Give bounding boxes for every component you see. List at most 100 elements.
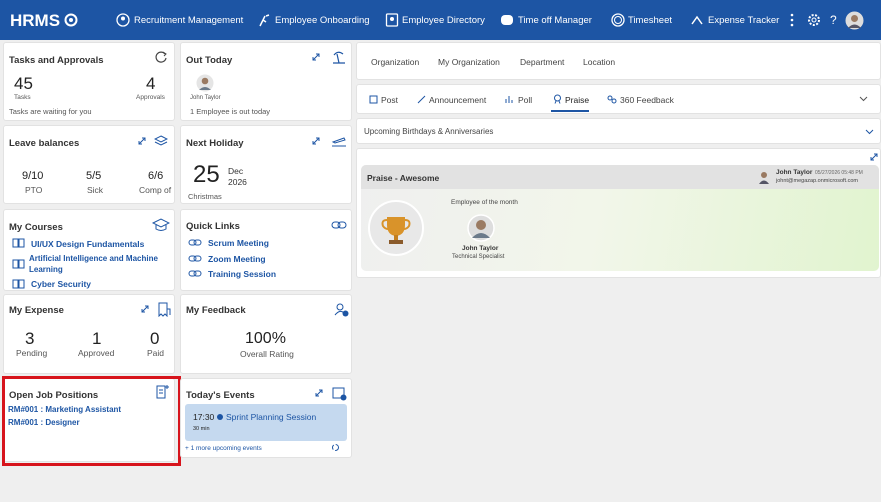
refresh-icon[interactable] <box>331 443 340 452</box>
rating-value: 100% <box>245 330 286 347</box>
card-title: Tasks and Approvals <box>9 55 104 66</box>
expand-chevron[interactable] <box>865 129 874 135</box>
jobs-card[interactable] <box>3 378 175 462</box>
receipt-icon <box>158 302 171 317</box>
links-card[interactable]: Quick Links Scrum Meeting Zoom Meeting T… <box>180 209 352 291</box>
post-tab-active[interactable]: Praise <box>565 95 590 105</box>
org-tab[interactable]: My Organization <box>438 57 500 67</box>
nav-item[interactable]: Time off Manager <box>518 15 592 26</box>
tab-icon <box>505 96 513 103</box>
card-title: My Expense <box>9 305 64 316</box>
org-tab[interactable]: Location <box>583 57 616 67</box>
org-tab[interactable]: Organization <box>371 57 420 67</box>
tab-icon <box>607 95 617 104</box>
note: Tasks are waiting for you <box>9 107 92 116</box>
card-title: Open Job Positions <box>9 390 99 401</box>
collapse-chevron[interactable] <box>859 96 868 102</box>
settings[interactable] <box>807 13 821 27</box>
count-label: Tasks <box>14 94 31 101</box>
post-tab[interactable]: Post <box>381 95 399 105</box>
quick-link[interactable]: Zoom Meeting <box>208 254 266 264</box>
job-link[interactable]: RM#001 : Designer <box>8 418 80 427</box>
event-name: Sprint Planning Session <box>226 412 317 422</box>
note: 1 Employee is out today <box>190 107 271 116</box>
quick-link[interactable]: Training Session <box>208 269 277 279</box>
praise-header <box>361 165 879 189</box>
courses-card[interactable]: My Courses UI/UX Design Fundamentals Art… <box>3 209 175 291</box>
post-date: 05/27/2026 05:48 PM <box>815 170 863 176</box>
top-bar: HRMS Recruitment Management Employee Onb… <box>0 0 881 40</box>
job-link[interactable]: RM#001 : Marketing Assistant <box>8 405 122 414</box>
holiday-month: Dec <box>228 166 244 176</box>
more-events[interactable]: + 1 more upcoming events <box>185 445 262 452</box>
birthdays-bar[interactable]: Upcoming Birthdays & Anniversaries <box>356 118 881 144</box>
refresh-icon[interactable] <box>154 50 168 64</box>
expand-icon[interactable] <box>311 136 321 146</box>
link-icon <box>188 255 202 262</box>
employee-role: Technical Specialist <box>452 254 505 260</box>
expand-icon[interactable] <box>140 304 150 314</box>
praise-post: Praise - Awesome John Taylor 05/27/2026 … <box>356 148 881 278</box>
holiday-name: Christmas <box>188 192 222 201</box>
holiday-year: 2026 <box>228 177 247 187</box>
course-link[interactable]: Cyber Security <box>31 279 91 289</box>
nav-item[interactable]: Expense Tracker <box>708 15 780 26</box>
post-tab[interactable]: Poll <box>518 95 533 105</box>
employee-name: John Taylor <box>462 245 499 252</box>
nav-item[interactable]: Employee Onboarding <box>275 15 370 26</box>
feedback-card[interactable]: My Feedback 100% Overall Rating <box>180 294 352 374</box>
author-avatar <box>759 172 769 184</box>
nav-item[interactable]: Timesheet <box>628 15 672 26</box>
nav-icon <box>116 13 130 27</box>
post-tab[interactable]: 360 Feedback <box>620 95 674 105</box>
leave-card[interactable]: Leave balances 9/10 PTO 5/5 Sick 6/6 Com… <box>3 125 175 204</box>
logo[interactable]: HRMS <box>10 11 61 30</box>
tab-icon <box>554 94 561 104</box>
tasks-card[interactable]: Tasks and Approvals 45 Tasks 4 Approvals… <box>3 42 175 121</box>
post-tab[interactable]: Announcement <box>429 95 487 105</box>
nav-item[interactable]: Employee Directory <box>402 15 485 26</box>
card-title: Out Today <box>186 55 233 66</box>
expand-icon[interactable] <box>869 152 879 162</box>
quick-link[interactable]: Scrum Meeting <box>208 238 269 248</box>
out-today-card[interactable]: Out Today John Taylor 1 Employee is out … <box>180 42 352 121</box>
leave-value: 6/6 <box>148 170 164 182</box>
count: 4 <box>146 74 156 93</box>
leave-label: Comp of <box>139 185 172 195</box>
holiday-day: 25 <box>193 161 220 188</box>
events-card[interactable]: Today's Events 17:30 30 min Sprint Plann… <box>180 378 352 458</box>
card-title: My Courses <box>9 222 63 233</box>
course-link[interactable]: UI/UX Design Fundamentals <box>31 239 145 249</box>
card-title: Leave balances <box>9 138 80 149</box>
more-menu[interactable] <box>789 13 795 28</box>
expense-card[interactable]: My Expense 3 Pending 1 Approved 0 Paid <box>3 294 175 374</box>
trophy-badge <box>368 200 424 256</box>
avatar[interactable] <box>845 11 864 30</box>
expand-icon[interactable] <box>314 388 324 398</box>
beach-icon <box>333 51 345 64</box>
highlight-box <box>2 376 181 466</box>
expand-icon[interactable] <box>311 52 321 62</box>
event-duration: 30 min <box>193 426 210 432</box>
org-tab[interactable]: Department <box>520 57 565 67</box>
book-icon <box>12 238 25 248</box>
book-icon <box>12 259 25 269</box>
plane-icon <box>331 137 346 147</box>
expand-icon[interactable] <box>137 136 147 146</box>
birthdays-title: Upcoming Birthdays & Anniversaries <box>364 127 494 136</box>
calendar-icon <box>332 387 347 401</box>
tab-icon <box>417 95 426 104</box>
card-title: Quick Links <box>186 221 240 232</box>
job-icon <box>156 385 169 399</box>
employee-name: John Taylor <box>190 95 221 101</box>
leave-value: 9/10 <box>22 170 44 182</box>
holiday-card[interactable]: Next Holiday 25 Dec 2026 Christmas <box>180 125 352 204</box>
nav-icon <box>691 15 703 25</box>
nav-item[interactable]: Recruitment Management <box>134 15 244 26</box>
course-link[interactable]: Artificial Intelligence and Machine Lear… <box>29 254 158 274</box>
layers-icon <box>154 135 168 146</box>
event-item[interactable]: 17:30 30 min Sprint Planning Session <box>185 404 347 441</box>
help[interactable]: ? <box>830 13 837 27</box>
count-label: Approvals <box>136 94 165 101</box>
